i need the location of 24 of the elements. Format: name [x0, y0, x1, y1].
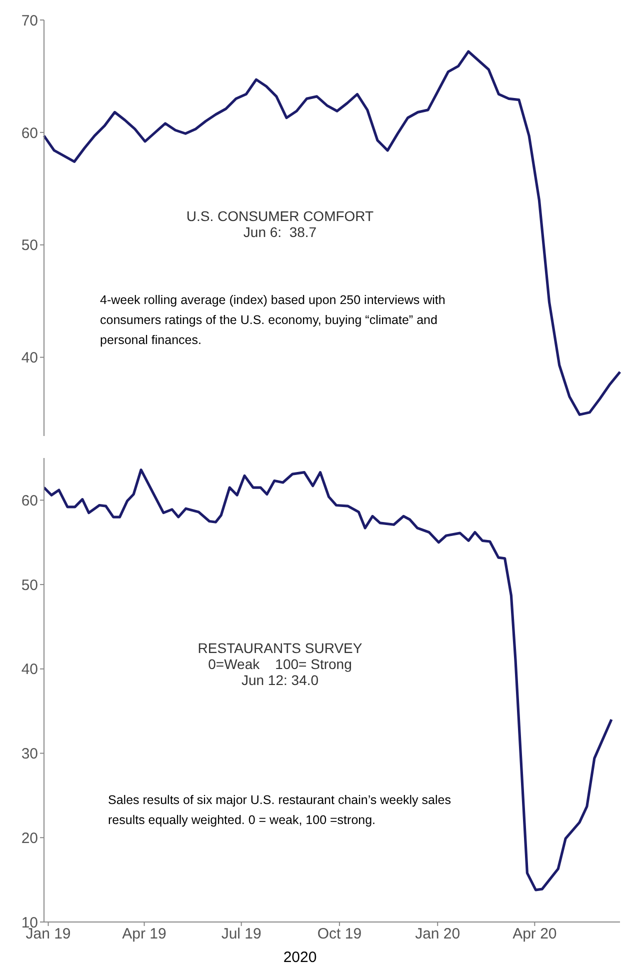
x-tick-label: Apr 20	[512, 926, 557, 943]
text: 2020	[282, 948, 318, 968]
x-tick-label: Oct 19	[317, 926, 362, 943]
text: RESTAURANTS SURVEY	[196, 640, 364, 656]
y-tick-label: 60	[21, 124, 38, 142]
line-series	[42, 50, 622, 416]
y-tick-label: 30	[21, 746, 38, 763]
annotation: Sales results of six major U.S. restaurant chain’s weekly sales results equally weighted. 0 = weak, 100 =strong.	[108, 792, 452, 829]
y-tick-label: 60	[21, 492, 38, 510]
annotation: 4-week rolling average (index) based upon 250 interviews with consumers ratings of the U.S. economy, buying “climate” and personal finances.	[100, 292, 446, 349]
text: U.S. CONSUMER COMFORT	[185, 208, 375, 224]
y-tick-label: 40	[21, 661, 38, 678]
y-tick-label: 70	[21, 12, 38, 30]
line-series	[44, 468, 613, 892]
text: Jun 6: 38.7	[242, 224, 318, 240]
x-tick-label: Apr 19	[122, 926, 166, 943]
y-tick-label: 50	[21, 576, 38, 594]
annotation: Jun 12: 34.0	[240, 672, 320, 688]
x-tick-label: Jan 20	[415, 926, 460, 943]
text: 0=Weak 100= Strong	[207, 656, 353, 672]
y-tick-label: 20	[21, 830, 38, 847]
x-tick-label: Jul 19	[221, 926, 262, 943]
y-tick-label: 40	[21, 350, 38, 367]
y-tick-label: 50	[21, 237, 38, 254]
